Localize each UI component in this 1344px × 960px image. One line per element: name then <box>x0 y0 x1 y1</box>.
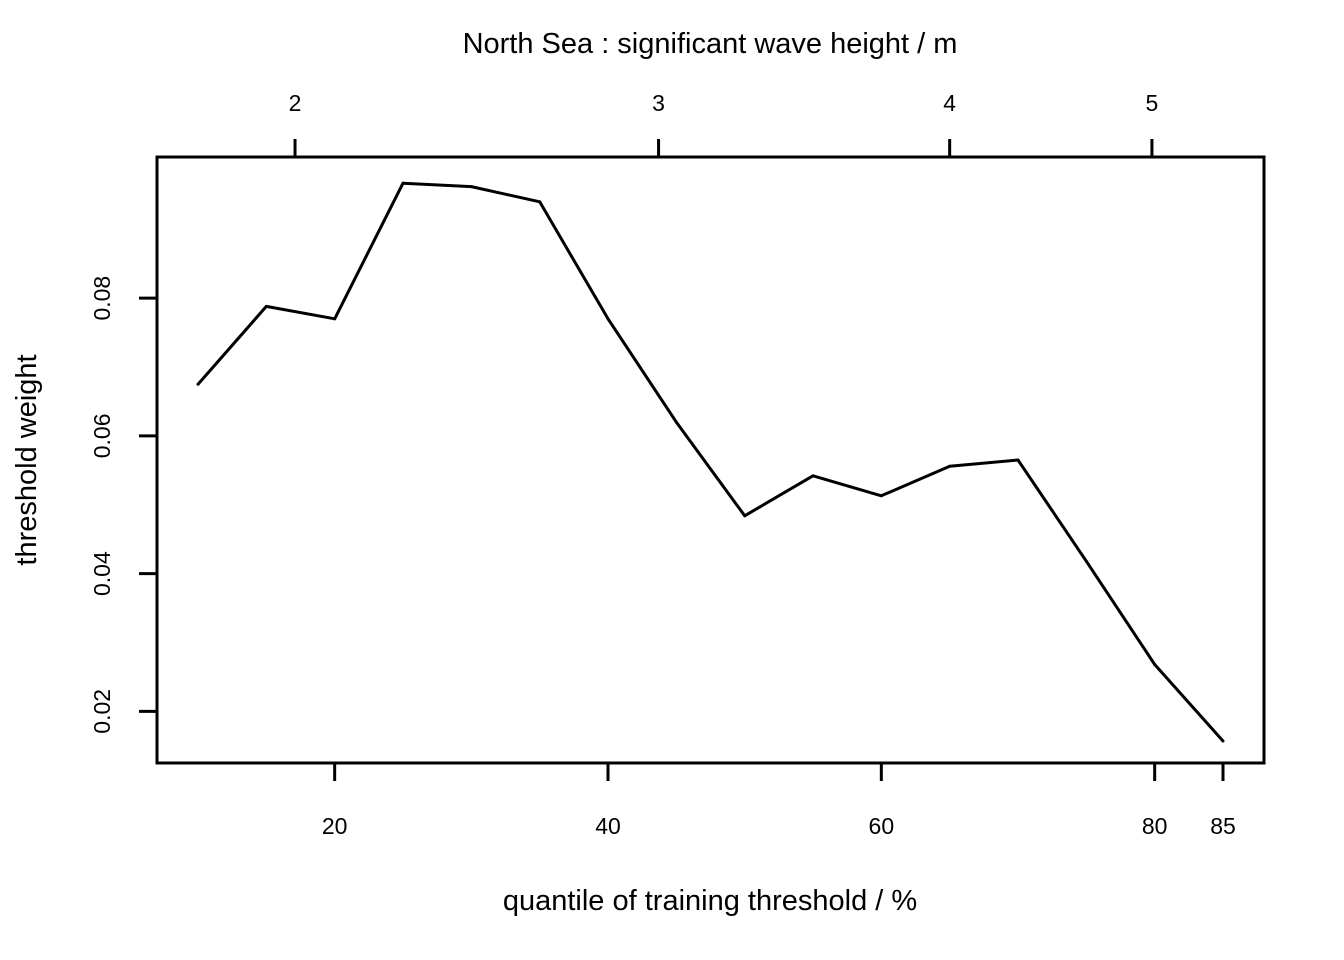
data-point <box>811 474 815 478</box>
data-point <box>1221 739 1225 743</box>
x-axis-title: quantile of training threshold / % <box>503 885 917 917</box>
y-axis-title: threshold weight <box>11 354 43 565</box>
x-tick-label: 60 <box>869 813 895 839</box>
data-point <box>538 200 542 204</box>
y-tick-label: 0.04 <box>89 551 115 596</box>
plot-frame <box>155 155 1266 765</box>
data-point <box>264 304 268 308</box>
data-point <box>1016 458 1020 462</box>
y-tick-label: 0.08 <box>89 276 115 321</box>
data-point <box>196 382 200 386</box>
series-line <box>196 181 1225 742</box>
data-point <box>743 514 747 518</box>
chart-title: North Sea : significant wave height / m <box>463 28 958 60</box>
x-tick-label: 20 <box>322 813 348 839</box>
y-tick-label: 0.06 <box>89 414 115 459</box>
top-tick-label: 2 <box>289 90 302 116</box>
data-point <box>879 494 883 498</box>
x-tick-label: 80 <box>1142 813 1168 839</box>
data-point <box>674 420 678 424</box>
data-point <box>469 185 473 189</box>
series-layer <box>196 181 1225 743</box>
x-tick-label: 85 <box>1210 813 1236 839</box>
x-axis: 20 40 60 80 85 <box>322 763 1236 839</box>
data-point <box>1153 663 1157 667</box>
data-point <box>948 464 952 468</box>
top-tick-label: 4 <box>943 90 956 116</box>
top-axis: 2 3 4 5 <box>289 90 1159 157</box>
data-point <box>401 181 405 185</box>
x-tick-label: 40 <box>595 813 621 839</box>
top-tick-label: 3 <box>652 90 665 116</box>
top-tick-label: 5 <box>1146 90 1159 116</box>
data-point <box>333 317 337 321</box>
data-point <box>1084 559 1088 563</box>
y-tick-label: 0.02 <box>89 689 115 734</box>
data-point <box>606 317 610 321</box>
y-axis: 0.02 0.04 0.06 0.08 <box>89 276 157 734</box>
